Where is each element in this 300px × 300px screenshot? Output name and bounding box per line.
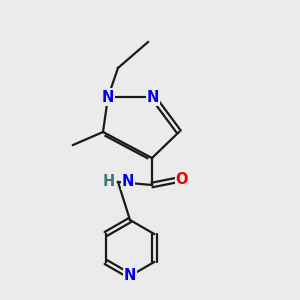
Text: N: N bbox=[147, 89, 159, 104]
Text: O: O bbox=[176, 172, 188, 187]
Text: N: N bbox=[102, 89, 114, 104]
Text: N: N bbox=[124, 268, 136, 284]
Text: N: N bbox=[122, 175, 134, 190]
Text: H: H bbox=[103, 175, 115, 190]
